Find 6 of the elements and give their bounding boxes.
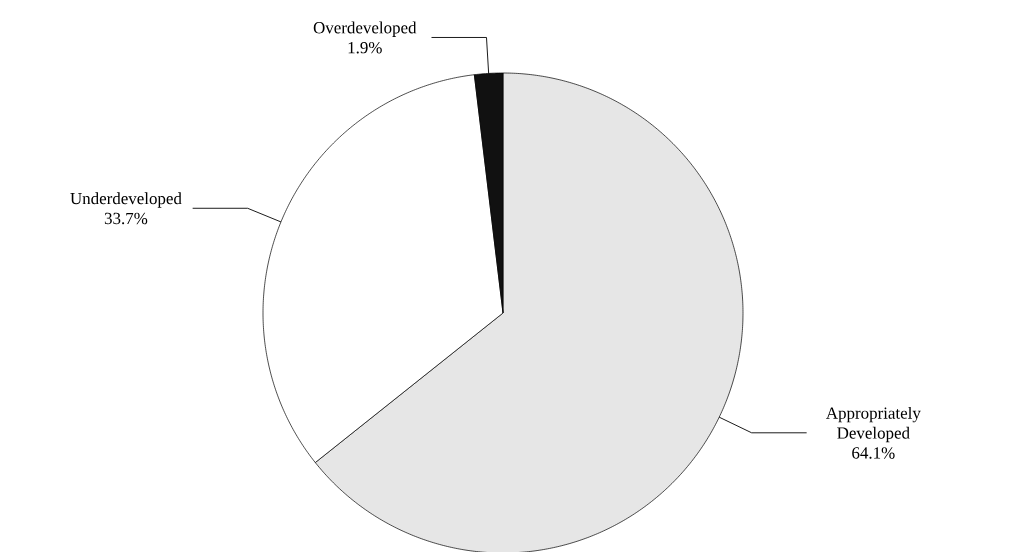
- slice-label: Underdeveloped: [70, 192, 182, 208]
- slice-label: Overdeveloped: [313, 21, 417, 37]
- data-label: 1.9%: [348, 41, 382, 54]
- slice-label: Appropriately Developed: [826, 406, 921, 443]
- data-label: 64.1%: [852, 447, 895, 459]
- data-label: 33.7%: [104, 212, 148, 225]
